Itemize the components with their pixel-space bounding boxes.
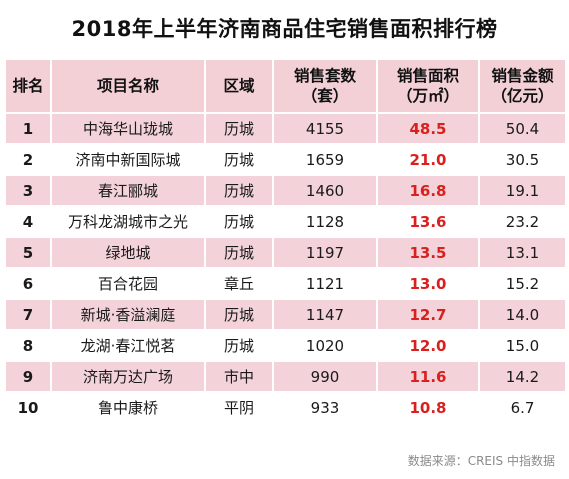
cell-name: 鲁中康桥 <box>52 393 204 422</box>
header-amount-line2: （亿元） <box>491 87 554 105</box>
header-area-line2: （万㎡） <box>396 87 459 105</box>
cell-amount: 6.7 <box>480 393 565 422</box>
cell-region: 章丘 <box>206 269 272 298</box>
header-rank: 排名 <box>6 60 50 112</box>
cell-name: 春江郦城 <box>52 176 204 205</box>
cell-amount: 23.2 <box>480 207 565 236</box>
cell-amount: 13.1 <box>480 238 565 267</box>
header-name: 项目名称 <box>52 60 204 112</box>
table-row: 9 济南万达广场 市中 990 11.6 14.2 <box>6 362 565 391</box>
table-row: 6 百合花园 章丘 1121 13.0 15.2 <box>6 269 565 298</box>
cell-area: 13.0 <box>378 269 478 298</box>
cell-units: 1460 <box>274 176 376 205</box>
header-units-line1: 销售套数 <box>293 67 356 85</box>
cell-rank: 6 <box>6 269 50 298</box>
cell-area: 13.5 <box>378 238 478 267</box>
cell-region: 历城 <box>206 300 272 329</box>
page-title: 2018年上半年济南商品住宅销售面积排行榜 <box>71 17 498 41</box>
cell-rank: 3 <box>6 176 50 205</box>
cell-rank: 1 <box>6 114 50 143</box>
cell-area: 16.8 <box>378 176 478 205</box>
cell-amount: 14.2 <box>480 362 565 391</box>
cell-area: 48.5 <box>378 114 478 143</box>
header-area: 销售面积 （万㎡） <box>378 60 478 112</box>
cell-units: 1020 <box>274 331 376 360</box>
cell-name: 新城·香溢澜庭 <box>52 300 204 329</box>
table-row: 4 万科龙湖城市之光 历城 1128 13.6 23.2 <box>6 207 565 236</box>
cell-name: 万科龙湖城市之光 <box>52 207 204 236</box>
cell-region: 历城 <box>206 176 272 205</box>
cell-rank: 8 <box>6 331 50 360</box>
table-row: 8 龙湖·春江悦茗 历城 1020 12.0 15.0 <box>6 331 565 360</box>
cell-rank: 7 <box>6 300 50 329</box>
cell-rank: 10 <box>6 393 50 422</box>
cell-units: 1197 <box>274 238 376 267</box>
cell-area: 10.8 <box>378 393 478 422</box>
cell-area: 21.0 <box>378 145 478 174</box>
cell-units: 1659 <box>274 145 376 174</box>
cell-region: 历城 <box>206 238 272 267</box>
cell-units: 1128 <box>274 207 376 236</box>
header-units: 销售套数 （套） <box>274 60 376 112</box>
table-header-row: 排名 项目名称 区域 销售套数 （套） 销售面积 （万㎡） 销售金额 （亿元） <box>6 60 565 112</box>
table-row: 2 济南中新国际城 历城 1659 21.0 30.5 <box>6 145 565 174</box>
header-amount: 销售金额 （亿元） <box>480 60 565 112</box>
header-area-line1: 销售面积 <box>396 67 459 85</box>
cell-region: 历城 <box>206 114 272 143</box>
cell-name: 中海华山珑城 <box>52 114 204 143</box>
cell-units: 933 <box>274 393 376 422</box>
cell-area: 11.6 <box>378 362 478 391</box>
cell-region: 历城 <box>206 145 272 174</box>
cell-region: 市中 <box>206 362 272 391</box>
cell-region: 平阴 <box>206 393 272 422</box>
cell-region: 历城 <box>206 331 272 360</box>
cell-units: 4155 <box>274 114 376 143</box>
table-row: 5 绿地城 历城 1197 13.5 13.1 <box>6 238 565 267</box>
table-row: 3 春江郦城 历城 1460 16.8 19.1 <box>6 176 565 205</box>
table-row: 10 鲁中康桥 平阴 933 10.8 6.7 <box>6 393 565 422</box>
cell-rank: 4 <box>6 207 50 236</box>
cell-name: 百合花园 <box>52 269 204 298</box>
table-row: 7 新城·香溢澜庭 历城 1147 12.7 14.0 <box>6 300 565 329</box>
cell-amount: 15.2 <box>480 269 565 298</box>
cell-rank: 5 <box>6 238 50 267</box>
header-amount-line1: 销售金额 <box>491 67 554 85</box>
cell-name: 济南中新国际城 <box>52 145 204 174</box>
cell-rank: 9 <box>6 362 50 391</box>
cell-units: 1147 <box>274 300 376 329</box>
cell-region: 历城 <box>206 207 272 236</box>
cell-name: 龙湖·春江悦茗 <box>52 331 204 360</box>
cell-area: 13.6 <box>378 207 478 236</box>
cell-name: 济南万达广场 <box>52 362 204 391</box>
cell-amount: 19.1 <box>480 176 565 205</box>
table-row: 1 中海华山珑城 历城 4155 48.5 50.4 <box>6 114 565 143</box>
cell-area: 12.7 <box>378 300 478 329</box>
data-source-note: 数据来源：CREIS 中指数据 <box>407 454 555 468</box>
ranking-table: 排名 项目名称 区域 销售套数 （套） 销售面积 （万㎡） 销售金额 （亿元） <box>4 58 567 424</box>
cell-amount: 14.0 <box>480 300 565 329</box>
header-region: 区域 <box>206 60 272 112</box>
header-units-line2: （套） <box>301 87 349 105</box>
cell-rank: 2 <box>6 145 50 174</box>
cell-amount: 50.4 <box>480 114 565 143</box>
cell-area: 12.0 <box>378 331 478 360</box>
cell-name: 绿地城 <box>52 238 204 267</box>
cell-amount: 15.0 <box>480 331 565 360</box>
cell-amount: 30.5 <box>480 145 565 174</box>
cell-units: 990 <box>274 362 376 391</box>
cell-units: 1121 <box>274 269 376 298</box>
